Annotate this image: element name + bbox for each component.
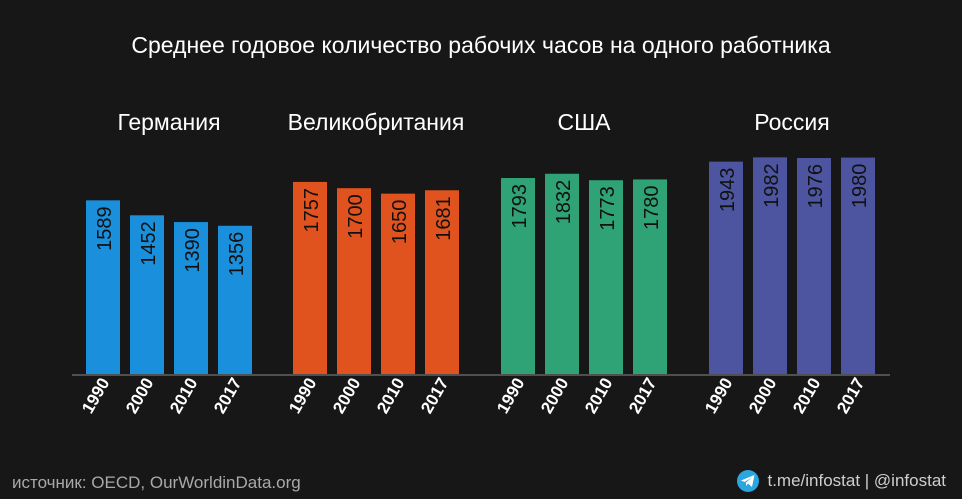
bar-value-label: 1980 bbox=[849, 164, 871, 209]
bar-value-label: 1589 bbox=[94, 206, 116, 251]
telegram-icon bbox=[737, 470, 760, 492]
group-label: Великобритания bbox=[288, 109, 465, 135]
bar bbox=[174, 222, 208, 374]
x-tick-label: 2017 bbox=[625, 375, 660, 417]
bar bbox=[130, 215, 164, 374]
x-tick-label: 2010 bbox=[789, 375, 824, 417]
x-tick-label: 2010 bbox=[373, 375, 408, 417]
bar bbox=[218, 225, 252, 374]
bar bbox=[633, 179, 667, 374]
bar bbox=[425, 190, 459, 374]
bar-value-label: 1650 bbox=[389, 200, 411, 245]
bar bbox=[841, 157, 875, 374]
bar-value-label: 1976 bbox=[805, 164, 827, 209]
bar-value-label: 1390 bbox=[182, 228, 204, 273]
credit-text: t.me/infostat | @infostat bbox=[767, 471, 946, 490]
x-tick-label: 2000 bbox=[329, 375, 364, 417]
x-tick-label: 2000 bbox=[745, 375, 780, 417]
bar-value-label: 1793 bbox=[509, 184, 531, 229]
bar-value-label: 1700 bbox=[345, 194, 367, 239]
bar-value-label: 1757 bbox=[301, 188, 323, 233]
bar bbox=[589, 180, 623, 374]
x-tick-label: 2000 bbox=[122, 375, 157, 417]
chart-title: Среднее годовое количество рабочих часов… bbox=[131, 32, 831, 58]
bar bbox=[545, 173, 579, 374]
bar bbox=[337, 188, 371, 374]
x-tick-label: 1990 bbox=[701, 375, 736, 417]
bar bbox=[381, 193, 415, 374]
x-tick-label: 1990 bbox=[78, 375, 113, 417]
bar bbox=[709, 161, 743, 374]
source-note: источник: OECD, OurWorldinData.org bbox=[12, 473, 301, 492]
x-tick-label: 2017 bbox=[417, 375, 452, 417]
bar bbox=[797, 158, 831, 374]
x-tick-label: 2017 bbox=[833, 375, 868, 417]
bar bbox=[293, 181, 327, 374]
bar-value-label: 1356 bbox=[226, 232, 248, 276]
bar-value-label: 1943 bbox=[717, 168, 739, 213]
bar bbox=[86, 200, 120, 374]
x-tick-label: 1990 bbox=[285, 375, 320, 417]
group-label: Германия bbox=[117, 109, 220, 135]
bar-value-label: 1832 bbox=[553, 180, 575, 225]
bar-value-label: 1982 bbox=[761, 163, 783, 208]
x-tick-label: 1990 bbox=[493, 375, 528, 417]
group-label: Россия bbox=[754, 109, 829, 135]
group-label: США bbox=[557, 109, 611, 135]
bar-value-label: 1773 bbox=[597, 186, 619, 231]
x-tick-label: 2017 bbox=[210, 375, 245, 417]
bar bbox=[753, 157, 787, 374]
bar bbox=[501, 178, 535, 374]
bar-chart: Германия 1589 1990 1452 2000 1390 2010 1356 2017… bbox=[72, 109, 890, 417]
x-tick-label: 2010 bbox=[166, 375, 201, 417]
credit[interactable]: t.me/infostat | @infostat bbox=[737, 470, 946, 492]
bar-value-label: 1681 bbox=[433, 196, 455, 241]
bar-value-label: 1780 bbox=[641, 185, 663, 230]
bar-value-label: 1452 bbox=[138, 221, 160, 265]
x-tick-label: 2010 bbox=[581, 375, 616, 417]
x-tick-label: 2000 bbox=[537, 375, 572, 417]
